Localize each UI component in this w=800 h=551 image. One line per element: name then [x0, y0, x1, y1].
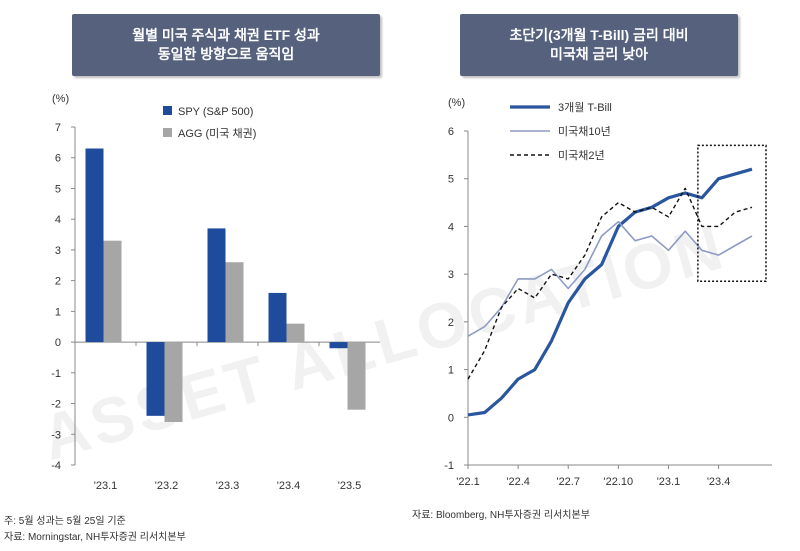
line-unit-label: (%): [448, 97, 465, 109]
line-x-tick-label: '23.1: [657, 476, 681, 488]
line-series-ust10: [467, 220, 753, 337]
bar-x-tick-label: '23.3: [216, 480, 240, 492]
line-y-tick-label: 4: [448, 221, 454, 233]
highlight-box: [697, 144, 767, 283]
line-series-ust2: [467, 187, 753, 380]
line-y-tick-label: 2: [448, 317, 454, 329]
bar-x-tick-label: '23.5: [338, 480, 362, 492]
bar-spy-3: [268, 292, 287, 343]
line-x-tick-label: '22.1: [456, 476, 480, 488]
left-header-line1: 월별 미국 주식과 채권 ETF 성과: [132, 27, 320, 43]
bar-y-tick-label: -2: [51, 399, 61, 411]
bar-y-tick-label: 1: [55, 306, 61, 318]
line-y-tick-label: 5: [448, 174, 454, 186]
line-x-tick-label: '22.4: [506, 476, 530, 488]
bar-y-tick-label: -3: [51, 429, 61, 441]
line-x-tick-label: '22.10: [604, 476, 634, 488]
bar-y-tick-label: 3: [55, 245, 61, 257]
bar-unit-label: (%): [52, 93, 69, 105]
right-source-note: 자료: Bloomberg, NH투자증권 리서치본부: [412, 508, 590, 524]
bar-agg-3: [286, 323, 305, 343]
bar-agg-4: [347, 342, 366, 410]
line-y-tick-label: -1: [444, 460, 454, 472]
bar-y-tick-label: -1: [51, 368, 61, 380]
line-series-tbill: [467, 167, 753, 417]
bar-legend-swatch-0: [163, 106, 172, 115]
line-y-tick-label: 1: [448, 365, 454, 377]
line-y-tick-label: 3: [448, 269, 454, 281]
bar-y-tick-label: 0: [55, 337, 61, 349]
left-source-note: 주: 5월 성과는 5월 25일 기준 자료: Morningstar, NH투…: [4, 514, 186, 546]
bar-y-tick-label: -4: [51, 460, 61, 472]
bar-spy-4: [329, 342, 348, 349]
line-x-tick-label: '22.7: [556, 476, 580, 488]
right-header-line1: 초단기(3개월 T-Bill) 금리 대비: [509, 27, 689, 43]
left-note-line1: 주: 5월 성과는 5월 25일 기준: [4, 516, 126, 527]
bar-agg-2: [225, 262, 244, 343]
line-y-tick-label: 0: [448, 412, 454, 424]
bar-spy-0: [85, 148, 104, 343]
line-chart: (%) 6 5 4 3 2 1 0 -1'22.1 '22.4 '22.7 '22.10 '23.1 '2…: [444, 97, 772, 488]
right-chart-header: 초단기(3개월 T-Bill) 금리 대비 미국채 금리 낮아: [460, 14, 738, 76]
right-note-line1: 자료: Bloomberg, NH투자증권 리서치본부: [412, 510, 590, 521]
bar-y-tick-label: 5: [55, 183, 61, 195]
bar-y-tick-label: 4: [55, 214, 61, 226]
left-header-line2: 동일한 방향으로 움직임: [157, 46, 295, 62]
left-note-line2: 자료: Morningstar, NH투자증권 리서치본부: [4, 532, 186, 543]
left-chart-header: 월별 미국 주식과 채권 ETF 성과 동일한 방향으로 움직임: [72, 14, 380, 76]
bar-x-tick-label: '23.1: [94, 480, 118, 492]
bar-y-tick-label: 6: [55, 153, 61, 165]
line-legend-label-ust2: 미국채2년: [558, 149, 605, 162]
line-x-tick-label: '23.4: [707, 476, 731, 488]
bar-agg-1: [164, 342, 183, 422]
bar-legend-swatch-1: [163, 128, 172, 137]
bar-legend-label-1: AGG (미국 채권): [178, 127, 256, 140]
bar-spy-1: [146, 342, 165, 416]
bar-spy-2: [207, 228, 226, 343]
line-y-tick-label: 6: [448, 126, 454, 138]
right-header-line2: 미국채 금리 낮아: [550, 46, 648, 62]
bar-x-tick-label: '23.2: [155, 480, 179, 492]
bar-x-tick-label: '23.4: [277, 480, 301, 492]
bar-chart: (%) 7 6 5 4 3 2 1 0 -1 -2 -3 -4 '23.1 '23.2 '23.3 '23.4 '…: [51, 93, 380, 492]
bar-y-tick-label: 7: [55, 122, 61, 134]
line-legend-label-tbill: 3개월 T-Bill: [558, 101, 612, 114]
bar-legend-label-0: SPY (S&P 500): [178, 106, 253, 118]
bar-y-tick-label: 2: [55, 276, 61, 288]
bar-agg-0: [103, 240, 122, 343]
line-legend-label-ust10: 미국채10년: [558, 125, 611, 138]
